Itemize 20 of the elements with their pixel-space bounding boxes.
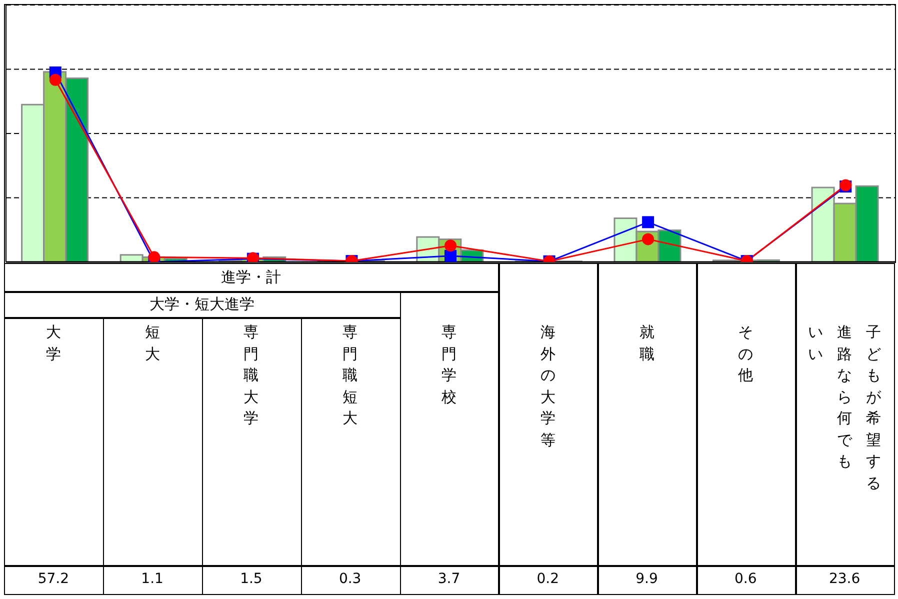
data-label: 9.9	[597, 565, 696, 593]
data-label: 0.3	[300, 565, 400, 593]
x-tick-label: 就職	[638, 322, 656, 364]
data-label: 57.2	[4, 565, 103, 593]
data-label: 0.2	[498, 565, 598, 593]
x-tick-label: 短大	[144, 322, 161, 364]
x-tick-label: 海外の大学等	[539, 322, 556, 450]
x-tick-label: その他	[737, 322, 754, 386]
text: 進学・計	[4, 263, 498, 291]
category-label: 子どもが希望する進路なら何でもいい	[808, 323, 882, 492]
x-tick-label: 専門職大学	[242, 322, 260, 429]
data-label: 1.5	[202, 565, 301, 593]
x-tick-label: 大学	[44, 322, 62, 364]
data-label: 3.7	[400, 565, 498, 593]
text: 大学・短大進学	[4, 291, 400, 317]
data-label: 23.6	[795, 565, 894, 593]
x-tick-label: 専門学校	[440, 322, 458, 408]
data-label: 0.6	[696, 565, 796, 593]
x-tick-label: 専門職短大	[342, 322, 359, 429]
data-label: 1.1	[102, 565, 202, 593]
